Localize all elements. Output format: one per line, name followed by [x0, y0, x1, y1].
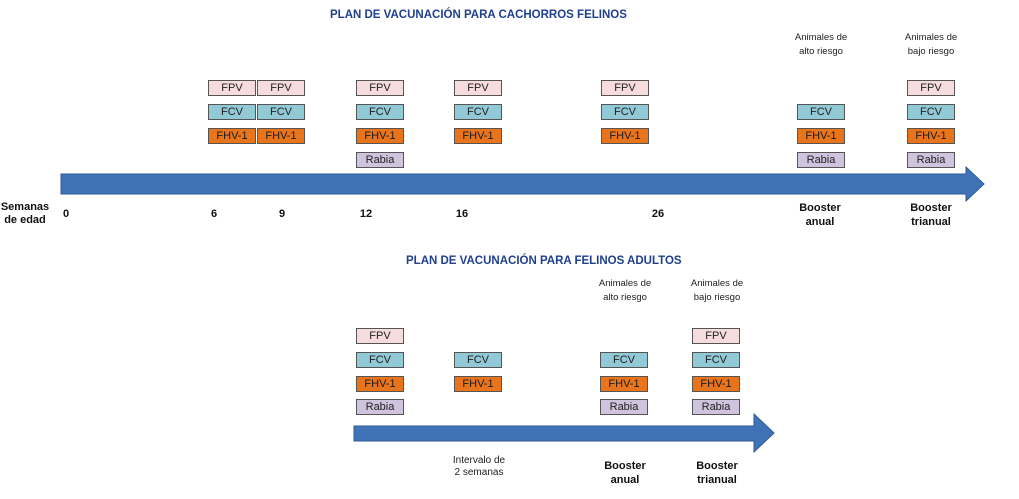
vaccine-box-fhv1: FHV-1	[454, 376, 502, 392]
kitten-low-risk-label: Animales de bajo riesgo	[904, 32, 958, 57]
vaccine-box-fhv1: FHV-1	[208, 128, 256, 144]
kitten-booster-triennial-label: Booster trianual	[910, 202, 952, 228]
adult-booster-triennial-label: Booster trianual	[696, 460, 738, 486]
vaccine-box-fhv1: FHV-1	[356, 376, 404, 392]
vaccine-box-fcv: FCV	[208, 104, 256, 120]
week-label: 0	[62, 208, 70, 220]
kitten-plan-title: PLAN DE VACUNACIÓN PARA CACHORROS FELINO…	[330, 9, 627, 21]
adult-plan-title: PLAN DE VACUNACIÓN PARA FELINOS ADULTOS	[406, 255, 682, 267]
vaccine-box-fcv: FCV	[454, 104, 502, 120]
vaccine-box-rabia: Rabia	[600, 399, 648, 415]
vaccine-box-rabia: Rabia	[356, 152, 404, 168]
week-label: 12	[359, 208, 373, 220]
vaccine-box-rabia: Rabia	[907, 152, 955, 168]
adult-timeline-arrow	[353, 412, 775, 454]
vaccine-box-fhv1: FHV-1	[257, 128, 305, 144]
vaccine-box-fhv1: FHV-1	[356, 128, 404, 144]
vaccine-box-fhv1: FHV-1	[907, 128, 955, 144]
kitten-high-risk-label: Animales de alto riesgo	[794, 32, 848, 57]
vaccine-box-fpv: FPV	[356, 328, 404, 344]
adult-high-risk-label: Animales de alto riesgo	[598, 278, 652, 303]
vaccine-box-fpv: FPV	[356, 80, 404, 96]
week-label: 6	[210, 208, 218, 220]
vaccine-box-fpv: FPV	[454, 80, 502, 96]
vaccine-box-fpv: FPV	[208, 80, 256, 96]
week-label: 9	[278, 208, 286, 220]
vaccine-box-fhv1: FHV-1	[454, 128, 502, 144]
vaccine-box-fhv1: FHV-1	[600, 376, 648, 392]
vaccine-box-fcv: FCV	[600, 352, 648, 368]
kitten-timeline-arrow	[60, 165, 985, 203]
vaccine-box-rabia: Rabia	[356, 399, 404, 415]
vaccine-box-fhv1: FHV-1	[692, 376, 740, 392]
week-label: 26	[651, 208, 665, 220]
vaccine-box-fpv: FPV	[257, 80, 305, 96]
vaccine-box-fcv: FCV	[257, 104, 305, 120]
vaccine-box-fcv: FCV	[907, 104, 955, 120]
vaccine-box-rabia: Rabia	[692, 399, 740, 415]
vaccine-box-fcv: FCV	[601, 104, 649, 120]
axis-label-weeks: Semanas de edad	[0, 201, 50, 226]
vaccine-box-fhv1: FHV-1	[797, 128, 845, 144]
vaccine-box-fpv: FPV	[907, 80, 955, 96]
vaccine-box-fcv: FCV	[356, 352, 404, 368]
week-label: 16	[455, 208, 469, 220]
vaccine-box-fcv: FCV	[356, 104, 404, 120]
vaccine-box-fpv: FPV	[692, 328, 740, 344]
vaccine-box-fcv: FCV	[692, 352, 740, 368]
adult-low-risk-label: Animales de bajo riesgo	[690, 278, 744, 303]
vaccine-box-fcv: FCV	[797, 104, 845, 120]
kitten-booster-annual-label: Booster anual	[799, 202, 841, 228]
adult-booster-annual-label: Booster anual	[604, 460, 646, 486]
vaccine-box-fpv: FPV	[601, 80, 649, 96]
interval-label: Intervalo de 2 semanas	[452, 455, 506, 478]
vaccine-box-fcv: FCV	[454, 352, 502, 368]
vaccine-box-rabia: Rabia	[797, 152, 845, 168]
vaccine-box-fhv1: FHV-1	[601, 128, 649, 144]
